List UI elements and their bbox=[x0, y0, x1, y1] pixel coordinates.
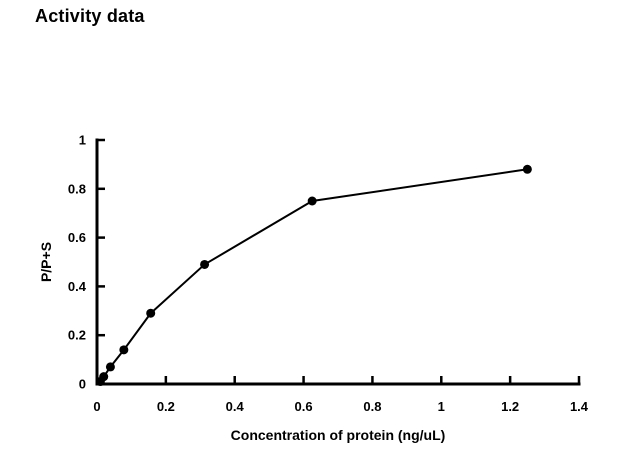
x-axis-label: Concentration of protein (ng/uL) bbox=[231, 427, 446, 443]
data-point bbox=[522, 164, 532, 174]
data-point bbox=[307, 196, 317, 206]
x-tick-label: 0.4 bbox=[226, 399, 245, 414]
y-tick-label: 1 bbox=[79, 133, 86, 148]
axes: 0 0.2 0.4 0.6 0.8 1 1.2 1.4 0 0.2 0.4 0.6 0.8 1 bbox=[68, 133, 589, 415]
data-point bbox=[99, 372, 109, 382]
x-tick-label: 0.6 bbox=[295, 399, 313, 414]
x-tick-label: 0 bbox=[93, 399, 100, 414]
y-tick-label: 0.8 bbox=[68, 181, 86, 196]
y-tick-label: 0.4 bbox=[68, 279, 87, 294]
x-tick-label: 0.2 bbox=[157, 399, 175, 414]
x-tick-label: 1 bbox=[438, 399, 445, 414]
chart-title: Activity data bbox=[35, 6, 145, 26]
y-tick-label: 0.2 bbox=[68, 328, 86, 343]
data-series bbox=[95, 164, 532, 387]
data-point bbox=[105, 362, 115, 372]
y-tick-label: 0 bbox=[79, 377, 86, 392]
x-tick-label: 1.4 bbox=[570, 399, 589, 414]
data-point bbox=[200, 259, 210, 269]
x-tick-label: 0.8 bbox=[363, 399, 381, 414]
x-tick-label: 1.2 bbox=[501, 399, 519, 414]
data-point bbox=[146, 308, 156, 318]
y-tick-label: 0.6 bbox=[68, 230, 86, 245]
data-point bbox=[119, 345, 129, 355]
y-axis-label: P/P+S bbox=[38, 242, 54, 282]
